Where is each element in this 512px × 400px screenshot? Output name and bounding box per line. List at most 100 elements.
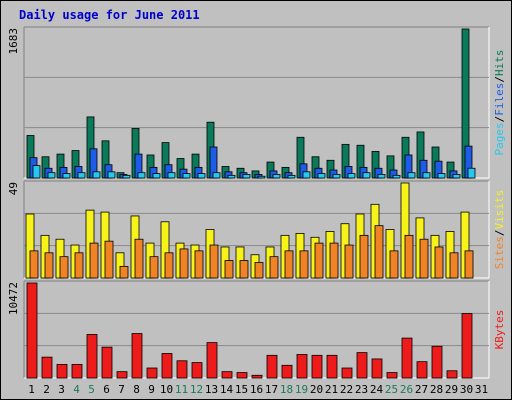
bar-kbytes-day-23 <box>356 352 368 379</box>
bar-pages-day-1 <box>32 165 41 179</box>
bar-sites-day-10 <box>164 252 174 279</box>
bar-sites-day-21 <box>329 242 339 279</box>
bar-sites-day-22 <box>344 244 354 279</box>
bar-pages-day-25 <box>392 174 401 179</box>
bar-sites-day-13 <box>209 244 219 279</box>
bar-kbytes-day-22 <box>341 367 353 379</box>
bar-kbytes-day-5 <box>86 334 98 379</box>
legend-entry-hits: Hits <box>493 50 506 77</box>
bar-kbytes-day-28 <box>431 345 443 379</box>
x-tick-label-day-26: 26 <box>400 383 413 396</box>
x-tick-label-day-27: 27 <box>415 383 428 396</box>
bar-pages-day-3 <box>62 173 71 179</box>
x-tick-label-day-23: 23 <box>355 383 368 396</box>
bar-sites-day-24 <box>374 225 384 279</box>
bar-sites-day-11 <box>179 248 189 279</box>
x-tick-label-day-5: 5 <box>88 383 95 396</box>
x-tick-label-day-20: 20 <box>310 383 323 396</box>
bar-pages-day-27 <box>422 172 431 179</box>
x-tick-label-day-4: 4 <box>73 383 80 396</box>
bar-pages-day-7 <box>122 174 131 179</box>
x-tick-label-day-28: 28 <box>430 383 443 396</box>
bar-sites-day-27 <box>419 238 429 279</box>
bar-kbytes-day-12 <box>191 362 203 379</box>
bar-kbytes-day-6 <box>101 346 113 379</box>
bar-kbytes-day-8 <box>131 333 143 379</box>
x-tick-label-day-6: 6 <box>103 383 110 396</box>
bar-pages-day-12 <box>197 173 206 179</box>
bar-sites-day-16 <box>254 262 264 279</box>
bar-sites-day-7 <box>119 265 129 279</box>
panel-1-legend-text: Sites/Visits <box>493 190 506 270</box>
bar-pages-day-6 <box>107 171 116 179</box>
bar-pages-day-24 <box>377 174 386 179</box>
bar-pages-day-8 <box>137 172 146 179</box>
x-tick-label-day-29: 29 <box>445 383 458 396</box>
x-tick-label-day-24: 24 <box>370 383 384 396</box>
bar-kbytes-day-18 <box>281 364 293 379</box>
bar-sites-day-5 <box>89 242 99 279</box>
panel-1-ymax-label: 49 <box>7 182 20 195</box>
bar-pages-day-15 <box>242 174 251 179</box>
bar-sites-day-17 <box>269 256 279 279</box>
x-tick-label-day-2: 2 <box>43 383 50 396</box>
bar-kbytes-day-25 <box>386 372 398 379</box>
bar-pages-day-23 <box>362 172 371 179</box>
bar-sites-day-8 <box>134 238 144 279</box>
bar-pages-day-30 <box>467 167 476 179</box>
bar-kbytes-day-7 <box>116 371 128 379</box>
panel-2-ymax-label: 10472 <box>7 282 20 315</box>
bar-sites-day-6 <box>104 240 114 279</box>
legend-entry-sites: Sites <box>493 236 506 269</box>
chart-panels: 1683Pages/Files/Hits49Sites/Visits10472K… <box>7 26 506 379</box>
bar-sites-day-26 <box>404 234 414 279</box>
x-tick-label-day-9: 9 <box>148 383 155 396</box>
x-tick-label-day-22: 22 <box>340 383 353 396</box>
bar-pages-day-19 <box>302 171 311 179</box>
x-tick-label-day-7: 7 <box>118 383 125 396</box>
x-tick-label-day-8: 8 <box>133 383 140 396</box>
bar-kbytes-day-3 <box>56 363 68 379</box>
bar-sites-day-18 <box>284 250 294 279</box>
bar-kbytes-day-15 <box>236 372 248 379</box>
bar-kbytes-day-27 <box>416 361 428 379</box>
x-tick-label-day-10: 10 <box>160 383 173 396</box>
bar-kbytes-day-30 <box>461 313 473 379</box>
bar-kbytes-day-4 <box>71 363 83 379</box>
x-tick-label-day-13: 13 <box>205 383 218 396</box>
bar-sites-day-29 <box>449 252 459 279</box>
panel-0-legend: Pages/Files/Hits <box>493 50 506 156</box>
x-axis-labels: 1 2 3 4 5 6 7 8 9 10 11 12 13 14 15 16 17 18 19 20 21 22 23 24 2… <box>28 383 488 396</box>
x-tick-label-day-31: 31 <box>475 383 488 396</box>
x-tick-label-day-21: 21 <box>325 383 338 396</box>
bar-kbytes-day-10 <box>161 353 173 379</box>
bar-sites-day-4 <box>74 252 84 279</box>
bar-sites-day-28 <box>434 246 444 279</box>
bar-kbytes-day-14 <box>221 371 233 379</box>
panel-1-legend: Sites/Visits <box>493 190 506 270</box>
bar-sites-day-19 <box>299 250 309 279</box>
x-tick-label-day-3: 3 <box>58 383 65 396</box>
bar-sites-day-12 <box>194 250 204 279</box>
bar-kbytes-day-13 <box>206 342 218 379</box>
bar-pages-day-21 <box>332 174 341 179</box>
bar-pages-day-5 <box>92 171 101 179</box>
bar-sites-day-20 <box>314 242 324 279</box>
bar-kbytes-day-29 <box>446 370 458 379</box>
bar-pages-day-10 <box>167 172 176 179</box>
legend-entry-visits: Visits <box>493 190 506 230</box>
bar-kbytes-day-26 <box>401 337 413 379</box>
bar-pages-day-14 <box>227 174 236 179</box>
legend-separator: / <box>493 76 506 83</box>
bar-sites-day-30 <box>464 250 474 279</box>
bar-sites-day-25 <box>389 250 399 279</box>
legend-entry-pages: Pages <box>493 122 506 155</box>
bar-pages-day-26 <box>407 172 416 179</box>
x-tick-label-day-14: 14 <box>220 383 234 396</box>
legend-separator: / <box>493 230 506 237</box>
bar-kbytes-day-20 <box>311 354 323 379</box>
bar-kbytes-day-19 <box>296 354 308 379</box>
x-tick-label-day-18: 18 <box>280 383 293 396</box>
